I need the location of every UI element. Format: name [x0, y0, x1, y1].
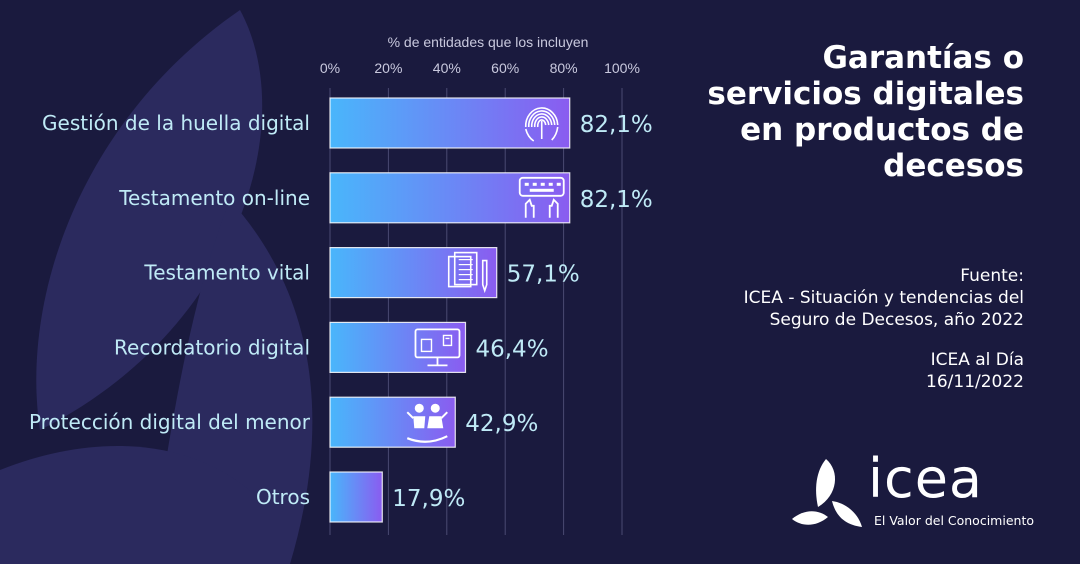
children-hand-icon: [406, 403, 448, 443]
logo-tagline: El Valor del Conocimiento: [874, 513, 1034, 528]
bar: [329, 172, 571, 224]
x-tick-label: 60%: [491, 60, 519, 76]
bar: [329, 321, 467, 373]
source-line-2: Seguro de Decesos, año 2022: [769, 310, 1024, 330]
source-block: Fuente: ICEA - Situación y tendencias de…: [704, 265, 1024, 393]
x-tick-label: 100%: [604, 60, 640, 76]
monitor-reminder-icon: [414, 328, 461, 367]
bar: [329, 247, 498, 299]
documents-pen-icon: [447, 251, 488, 294]
x-tick-label: 80%: [550, 60, 578, 76]
keyboard-hands-icon: [518, 176, 565, 218]
x-axis-title: % de entidades que los incluyen: [388, 34, 589, 50]
category-label: Recordatorio digital: [114, 335, 310, 359]
bar: [329, 97, 571, 149]
category-label: Otros: [256, 485, 310, 509]
category-label: Testamento vital: [143, 261, 310, 285]
value-label: 17,9%: [392, 486, 465, 512]
x-tick-label: 0%: [320, 60, 340, 76]
logo-name: icea: [868, 447, 984, 510]
value-label: 57,1%: [507, 262, 580, 288]
source-label: Fuente:: [960, 266, 1024, 286]
value-label: 82,1%: [580, 187, 653, 213]
x-tick-label: 40%: [433, 60, 461, 76]
value-label: 46,4%: [475, 336, 548, 362]
category-label: Protección digital del menor: [29, 410, 311, 434]
bar: [329, 471, 383, 523]
icea-logo-mark-icon: [792, 459, 862, 527]
source-line-1: ICEA - Situación y tendencias del: [743, 288, 1024, 308]
category-label: Testamento on-line: [118, 186, 310, 210]
fingerprint-icon: [524, 107, 559, 142]
value-label: 82,1%: [580, 112, 653, 138]
category-label: Gestión de la huella digital: [42, 111, 310, 135]
source-line-4: 16/11/2022: [926, 372, 1024, 392]
chart-title: Garantías o servicios digitales en produ…: [707, 40, 1024, 184]
x-tick-label: 20%: [374, 60, 402, 76]
source-line-3: ICEA al Día: [930, 350, 1024, 370]
value-label: 42,9%: [465, 411, 538, 437]
icea-logo: icea El Valor del Conocimiento: [788, 447, 1038, 535]
